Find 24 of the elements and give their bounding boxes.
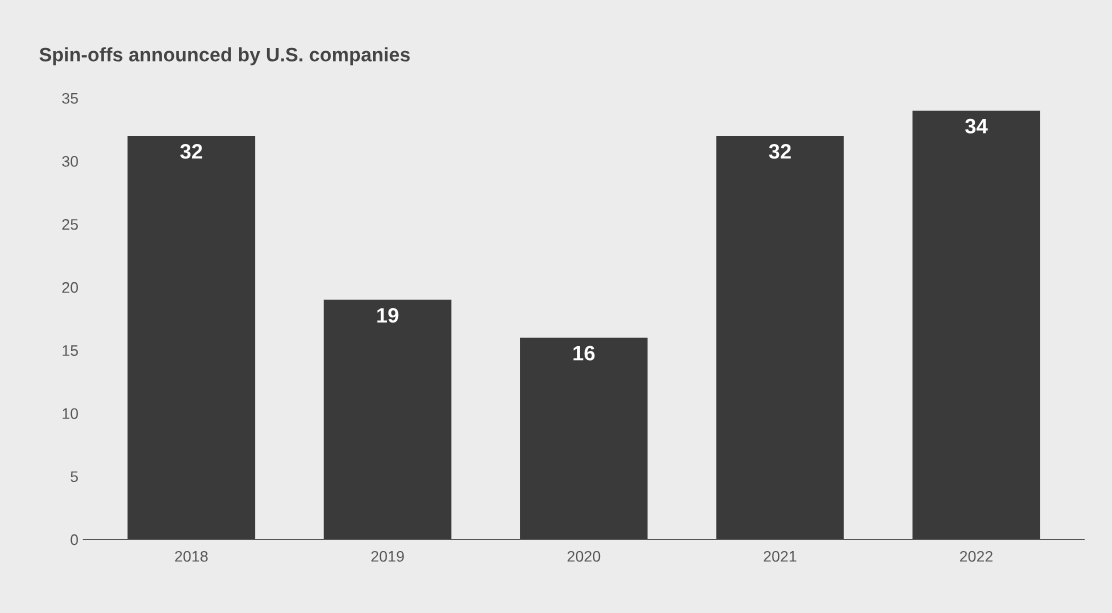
y-tick-label: 30 [62, 156, 78, 167]
x-tick-label: 2019 [371, 550, 404, 562]
y-tick-label: 35 [62, 92, 78, 104]
bar [520, 337, 648, 540]
chart-title: Spin-offs announced by U.S. companies [39, 47, 410, 66]
data-label: 32 [768, 144, 791, 159]
bar [323, 299, 452, 540]
data-label: 34 [965, 118, 988, 134]
data-label: 16 [573, 345, 595, 361]
data-label: 32 [180, 144, 203, 159]
x-tick-label: 2022 [960, 550, 993, 562]
x-tick-label: 2018 [175, 550, 208, 562]
y-tick-label: 20 [62, 282, 78, 293]
x-tick-label: 2021 [763, 550, 797, 562]
y-tick-label: 10 [62, 408, 78, 420]
y-tick-label: 25 [62, 219, 78, 230]
y-tick-label: 15 [62, 345, 78, 356]
y-tick-label: 0 [70, 534, 78, 546]
bar [912, 110, 1041, 540]
x-tick-label: 2020 [567, 550, 601, 562]
bar [127, 135, 256, 540]
bar [716, 135, 844, 540]
y-tick-label: 5 [70, 471, 78, 483]
data-label: 19 [377, 307, 399, 323]
